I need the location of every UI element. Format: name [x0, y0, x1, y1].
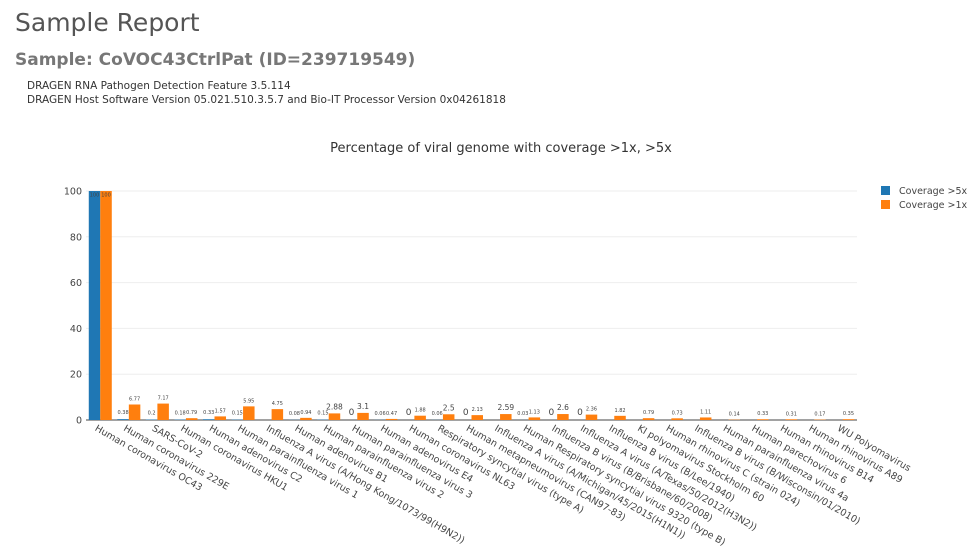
- data-label-coverage-1x: 2.6: [557, 403, 569, 412]
- bar-coverage-1x[interactable]: [642, 418, 655, 420]
- data-label-coverage-5x: 0.06: [375, 411, 386, 417]
- data-label-coverage-1x: 6.77: [129, 396, 140, 402]
- bar-coverage-1x[interactable]: [328, 413, 341, 420]
- data-label-coverage-1x: 7.17: [158, 396, 169, 402]
- page-title: Sample Report: [15, 8, 200, 37]
- legend[interactable]: Coverage >5x Coverage >1x: [881, 186, 968, 211]
- data-label-coverage-5x: 0.03: [517, 411, 528, 417]
- bar-coverage-1x[interactable]: [442, 414, 455, 420]
- legend-swatch[interactable]: [881, 200, 890, 209]
- bar-coverage-1x[interactable]: [214, 416, 227, 420]
- data-label-coverage-5x: 0.33: [203, 410, 214, 416]
- data-label-coverage-1x: 1.88: [415, 408, 426, 414]
- bar-coverage-1x[interactable]: [699, 417, 712, 420]
- data-label-coverage-5x: 0.15: [232, 411, 243, 417]
- y-tick-label: 20: [70, 370, 82, 381]
- data-label-coverage-1x: 2.13: [472, 407, 483, 413]
- data-label-coverage-1x: 0.17: [814, 412, 825, 418]
- bar-coverage-1x[interactable]: [785, 419, 798, 420]
- y-tick-label: 60: [70, 278, 82, 289]
- bar-coverage-1x[interactable]: [128, 404, 141, 420]
- data-label-coverage-1x: 0.35: [843, 411, 854, 417]
- data-label-coverage-5x: 0.2: [148, 411, 156, 417]
- data-label-coverage-5x: 0.15: [317, 411, 328, 417]
- bar-coverage-1x[interactable]: [157, 403, 169, 420]
- bar-coverage-5x[interactable]: [88, 191, 101, 420]
- bar-coverage-5x[interactable]: [117, 419, 129, 420]
- data-label-coverage-1x: 1.11: [700, 409, 711, 415]
- y-tick-label: 80: [70, 232, 82, 243]
- data-label-coverage-1x: 0.73: [672, 410, 683, 416]
- legend-swatch[interactable]: [881, 186, 890, 195]
- data-label-coverage-1x: 2.59: [497, 403, 514, 412]
- data-label-coverage-5x: 0.38: [118, 410, 129, 416]
- bar-coverage-5x[interactable]: [203, 419, 215, 420]
- data-label-coverage-1x: 0.94: [300, 410, 311, 416]
- data-label-coverage-5x: 100: [90, 193, 100, 199]
- data-label-coverage-1x: 2.88: [326, 402, 343, 411]
- bar-coverage-1x[interactable]: [614, 415, 626, 420]
- y-tick-label: 100: [64, 187, 82, 198]
- bar-coverage-1x[interactable]: [842, 419, 855, 420]
- data-label-coverage-1x: 0.33: [757, 411, 768, 417]
- bar-coverage-1x[interactable]: [414, 415, 426, 420]
- bar-coverage-1x[interactable]: [100, 191, 112, 420]
- bar-coverage-1x[interactable]: [671, 418, 683, 420]
- chart-title: Percentage of viral genome with coverage…: [330, 141, 672, 156]
- y-axis: 0 20 40 60 80 100: [64, 187, 82, 427]
- data-label-coverage-5x: 0.06: [432, 411, 443, 417]
- y-tick-label: 40: [70, 324, 82, 335]
- y-tick-label: 0: [76, 416, 82, 427]
- data-label-coverage-1x: 0.47: [386, 411, 397, 417]
- legend-label[interactable]: Coverage >5x: [899, 186, 968, 197]
- data-label-coverage-1x: 1.57: [215, 408, 226, 414]
- data-label-coverage-1x: 1.82: [614, 408, 625, 414]
- data-label-coverage-1x: 1.13: [529, 409, 540, 415]
- data-label-coverage-1x: 3.1: [357, 402, 369, 411]
- data-label-coverage-1x: 4.75: [272, 401, 283, 407]
- data-label-coverage-1x: 2.36: [586, 407, 597, 413]
- data-label-coverage-5x: 0.18: [175, 411, 186, 417]
- legend-label[interactable]: Coverage >1x: [899, 200, 968, 211]
- data-label-coverage-5x: 0: [463, 408, 469, 418]
- data-label-coverage-5x: 0: [549, 408, 555, 418]
- bar-coverage-1x[interactable]: [243, 406, 255, 420]
- data-label-coverage-1x: 0.79: [186, 410, 197, 416]
- gridlines: [86, 190, 857, 421]
- data-label-coverage-1x: 0.31: [786, 411, 797, 417]
- bar-coverage-1x[interactable]: [585, 414, 598, 420]
- data-label-coverage-1x: 5.95: [243, 398, 254, 404]
- bar-coverage-1x[interactable]: [385, 418, 398, 420]
- bar-coverage-1x[interactable]: [357, 412, 369, 420]
- data-label-coverage-1x: 0.79: [643, 410, 654, 416]
- data-label-coverage-5x: 0: [406, 408, 412, 418]
- host-version-line: DRAGEN Host Software Version 05.021.510.…: [27, 94, 506, 106]
- bar-coverage-1x[interactable]: [471, 415, 484, 420]
- data-label-coverage-5x: 0: [577, 408, 583, 418]
- software-version-line: DRAGEN RNA Pathogen Detection Feature 3.…: [27, 80, 291, 92]
- bar-coverage-1x[interactable]: [271, 409, 284, 420]
- bars: [88, 191, 855, 420]
- data-label-coverage-5x: 0.08: [289, 411, 300, 417]
- bar-coverage-1x[interactable]: [557, 414, 569, 420]
- bar-coverage-1x[interactable]: [757, 419, 769, 420]
- bar-coverage-1x[interactable]: [500, 414, 512, 420]
- data-label-coverage-1x: 2.5: [443, 403, 455, 412]
- bar-coverage-1x[interactable]: [300, 417, 312, 420]
- data-label-coverage-1x: 100: [101, 193, 111, 199]
- data-label-coverage-1x: 0.14: [729, 412, 740, 418]
- bar-coverage-1x[interactable]: [528, 417, 541, 420]
- data-label-coverage-5x: 0: [349, 408, 355, 418]
- bar-coverage-1x[interactable]: [185, 418, 198, 420]
- sample-title: Sample: CoVOC43CtrlPat (ID=239719549): [15, 50, 416, 70]
